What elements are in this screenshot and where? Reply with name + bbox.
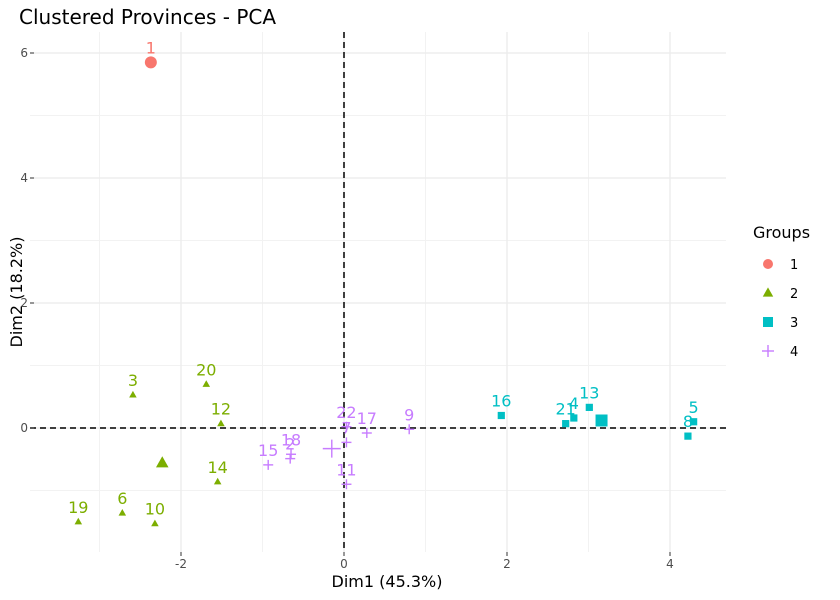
chart-title: Clustered Provinces - PCA: [19, 5, 277, 29]
legend-label: 1: [790, 258, 798, 273]
major-gridlines: [30, 32, 726, 552]
data-point: [361, 428, 372, 438]
data-point: [118, 508, 127, 516]
legend-key: [762, 287, 774, 297]
data-point: [570, 414, 578, 422]
y-tick-label: 2: [20, 296, 28, 310]
point-label: 12: [211, 400, 231, 419]
point-label: 15: [258, 441, 278, 460]
x-tick-label: 0: [340, 557, 348, 571]
point-label: 18: [281, 430, 301, 449]
x-tick-label: -2: [175, 557, 187, 571]
data-point: [129, 390, 137, 398]
point-label: 8: [683, 412, 693, 431]
point-label: 16: [491, 392, 511, 411]
point-label: 14: [207, 458, 227, 477]
x-tick-label: 2: [503, 557, 511, 571]
point-label: 13: [579, 383, 599, 402]
data-point: [562, 420, 570, 428]
data-point: [217, 419, 225, 427]
data-point: [690, 418, 698, 426]
data-point: [684, 432, 692, 440]
point-label: 22: [336, 403, 356, 422]
axis-ticks: -2 0 2 4 0 2 4 6: [20, 46, 673, 571]
point-label: 19: [68, 498, 88, 517]
group-centroid: [595, 414, 608, 427]
legend-key: [763, 259, 773, 269]
data-point: [341, 437, 352, 448]
legend-label: 3: [790, 316, 798, 331]
legend: Groups 1 2 3 4: [753, 223, 810, 360]
point-label: 20: [196, 360, 216, 379]
data-point: [497, 411, 505, 420]
point-label: 17: [357, 409, 377, 428]
point-label: 9: [404, 405, 414, 424]
point-label: 6: [117, 489, 127, 508]
y-axis-title: Dim2 (18.2%): [7, 237, 26, 348]
point-label: 21: [556, 400, 576, 419]
legend-key: [762, 345, 774, 357]
data-point: [151, 519, 159, 527]
data-point: [263, 459, 274, 470]
data-point: [585, 403, 593, 411]
minor-gridlines: [30, 32, 726, 552]
x-axis-title: Dim1 (45.3%): [332, 572, 443, 591]
legend-title: Groups: [753, 223, 810, 242]
group-centroid: [322, 439, 341, 458]
data-point: [202, 380, 211, 387]
point-label: 7: [341, 418, 351, 437]
data-point: [213, 477, 222, 485]
reference-lines: [30, 32, 726, 552]
point-label: 5: [689, 398, 699, 417]
axis-titles: Dim1 (45.3%) Dim2 (18.2%): [7, 237, 442, 591]
point-label: 4: [569, 394, 579, 413]
point-label: 10: [145, 500, 165, 519]
data-point: [285, 453, 296, 464]
data-point: [341, 421, 352, 432]
group-centroid: [155, 456, 169, 468]
y-tick-label: 0: [20, 421, 28, 435]
y-tick-label: 6: [20, 46, 28, 60]
legend-label: 2: [790, 287, 798, 302]
legend-key: [763, 317, 773, 327]
data-point: [341, 479, 352, 490]
x-tick-label: 4: [666, 557, 674, 571]
legend-label: 4: [790, 345, 798, 360]
data-point: [404, 424, 415, 435]
point-label: 1: [146, 38, 156, 57]
group-centroid: [144, 56, 157, 69]
y-tick-label: 4: [20, 171, 28, 185]
point-label: 3: [128, 371, 138, 390]
point-label: 2: [285, 435, 295, 454]
data-points: [74, 56, 698, 527]
data-point: [286, 449, 297, 460]
data-point: [74, 517, 83, 525]
point-label: 11: [336, 460, 356, 479]
